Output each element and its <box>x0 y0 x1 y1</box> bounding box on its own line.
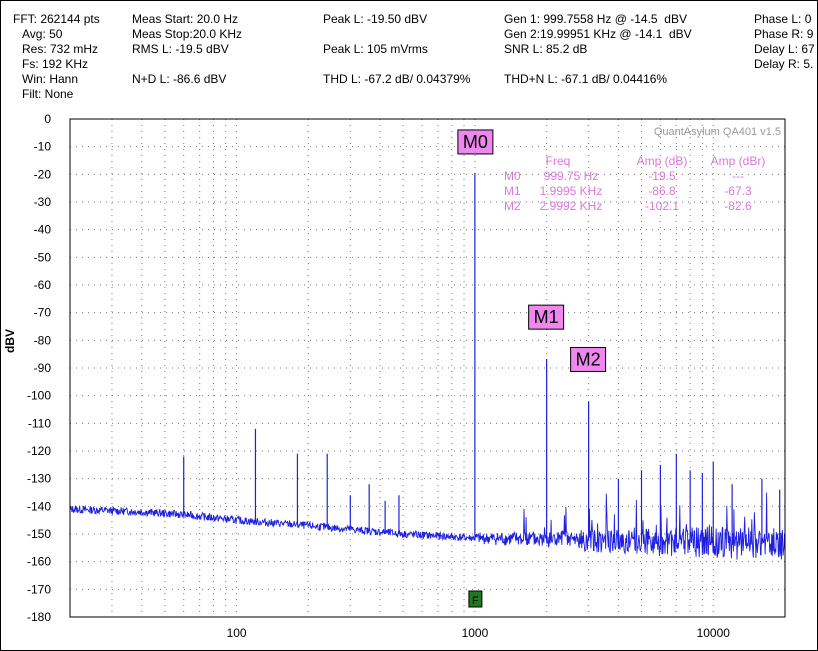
gen1-readout: Gen 1: 999.7558 Hz @ -14.5 dBV <box>504 12 687 26</box>
y-tick-label: -90 <box>34 361 52 375</box>
y-tick-label: -110 <box>28 416 51 430</box>
marker-table-cell: M0 <box>504 169 521 183</box>
phase-r-readout: Phase R: 9 <box>754 27 814 41</box>
y-tick-label: -30 <box>34 195 52 209</box>
thd-n-l-readout: THD+N L: -67.1 dB/ 0.04416% <box>504 72 668 86</box>
y-tick-label: -80 <box>34 333 52 347</box>
y-tick-label: -170 <box>27 582 51 596</box>
phase-l-readout: Phase L: 0 <box>754 12 812 26</box>
window-readout: Win: Hann <box>22 72 79 86</box>
marker-table-cell: -82.6 <box>724 199 752 213</box>
meas-stop-readout: Meas Stop:20.0 KHz <box>132 27 243 41</box>
frequency-marker-f <box>468 590 483 608</box>
snr-l-readout: SNR L: 85.2 dB <box>504 42 588 56</box>
marker-table-cell: -86.8 <box>648 184 676 198</box>
marker-box <box>528 304 565 330</box>
marker-table: Freq Amp (dB) Amp (dBr) M0 999.75 Hz -19.5 ---… <box>504 154 765 213</box>
thd-l-readout: THD L: -67.2 dB/ 0.04379% <box>323 72 471 86</box>
marker-box <box>570 346 607 372</box>
x-tick-label: 1000 <box>462 626 489 640</box>
marker-box-label: M1 <box>534 307 559 327</box>
marker-table-cell: -102.1 <box>645 199 679 213</box>
marker-box-label: M0 <box>463 132 488 152</box>
y-tick-label: -70 <box>34 306 52 320</box>
fft-readout: FFT: 262144 pts <box>13 12 100 26</box>
plot-grid <box>70 119 785 617</box>
gen2-readout: Gen 2:19.99951 KHz @ -14.1 dBV <box>504 27 692 41</box>
marker-table-header: Freq <box>546 154 571 168</box>
marker-table-cell: --- <box>732 169 744 183</box>
marker-box-label: M2 <box>576 349 601 369</box>
marker-table-cell: -67.3 <box>724 184 752 198</box>
y-tick-label: -50 <box>34 250 52 264</box>
marker-table-cell: 999.75 Hz <box>544 169 599 183</box>
y-tick-label: -120 <box>27 444 51 458</box>
y-tick-label: 0 <box>44 112 51 126</box>
y-tick-label: -40 <box>34 223 52 237</box>
peak-l-dbv-readout: Peak L: -19.50 dBV <box>323 12 428 26</box>
watermark-text: QuantAsylum QA401 v1.5 <box>654 126 781 138</box>
noise-floor-trace <box>69 492 786 560</box>
delay-r-readout: Delay R: 5. <box>754 57 814 71</box>
rms-l-readout: RMS L: -19.5 dBV <box>132 42 229 56</box>
n-plus-d-l-readout: N+D L: -86.6 dBV <box>132 72 227 86</box>
x-tick-label: 100 <box>227 626 247 640</box>
y-tick-label: -100 <box>27 389 51 403</box>
y-tick-label: -140 <box>27 499 51 513</box>
fs-readout: Fs: 192 KHz <box>22 57 89 71</box>
avg-readout: Avg: 50 <box>22 27 63 41</box>
marker-table-header: Amp (dBr) <box>711 154 766 168</box>
frequency-marker-f-label: F <box>472 595 479 607</box>
y-tick-label: -150 <box>27 527 51 541</box>
peak-l-mvrms-readout: Peak L: 105 mVrms <box>323 42 428 56</box>
spectrum-trace <box>69 172 786 560</box>
y-tick-label: -60 <box>34 278 52 292</box>
marker-table-cell: 2.9992 KHz <box>540 199 603 213</box>
marker-box <box>457 129 494 155</box>
y-tick-label: -160 <box>27 555 51 569</box>
marker-table-cell: -19.5 <box>648 169 676 183</box>
marker-table-header: Amp (dB) <box>637 154 688 168</box>
y-tick-label: -180 <box>27 610 51 624</box>
marker-table-cell: 1.9995 KHz <box>540 184 603 198</box>
delay-l-readout: Delay L: 67 <box>754 42 815 56</box>
x-tick-label: 10000 <box>697 626 731 640</box>
res-readout: Res: 732 mHz <box>22 42 99 56</box>
y-tick-label: -20 <box>34 167 52 181</box>
filter-readout: Filt: None <box>22 87 74 101</box>
meas-start-readout: Meas Start: 20.0 Hz <box>132 12 239 26</box>
y-tick-label: -130 <box>27 472 51 486</box>
y-tick-label: -10 <box>34 140 52 154</box>
marker-table-cell: M2 <box>504 199 521 213</box>
axis-ticks: 0 -10 -20 -30 -40 -50 -60 -70 -80 -90 -100 -110 -120… <box>27 112 730 640</box>
plot-border <box>69 118 786 618</box>
marker-table-cell: M1 <box>504 184 521 198</box>
